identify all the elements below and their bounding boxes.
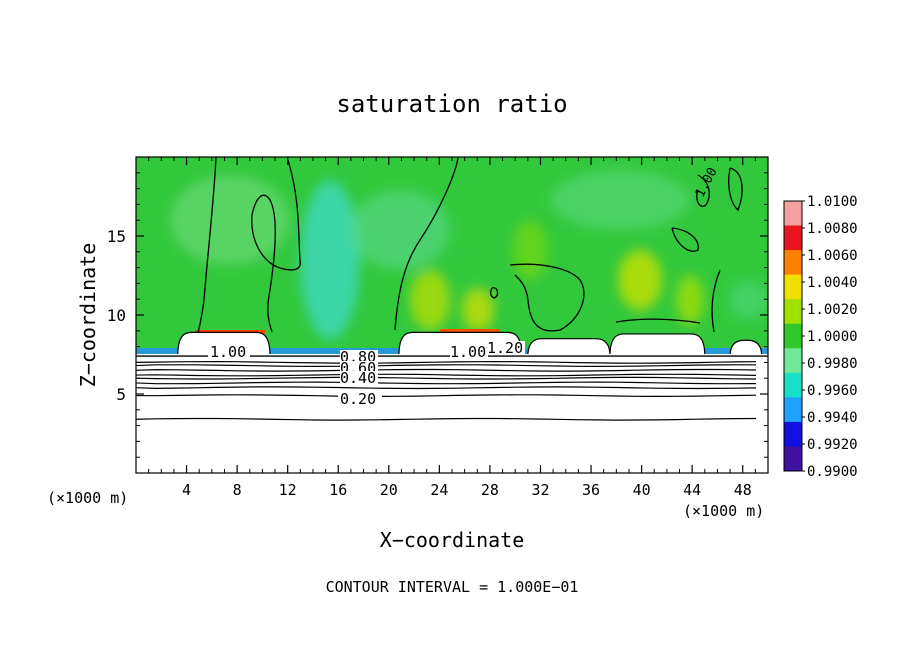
colorbar-swatch [784,348,802,374]
contour-label: 1.20 [487,339,523,357]
x-tick-label: 32 [531,481,549,499]
contour-label: 1.00 [450,343,486,361]
colorbar-label: 0.9920 [807,437,858,453]
contour-label: 1.00 [210,343,246,361]
x-tick-label: 36 [582,481,600,499]
colorbar-label: 1.0020 [807,302,858,318]
contour-line [136,376,757,380]
colorbar-label: 1.0100 [807,194,858,210]
contour-line [136,394,757,398]
contour-line [136,360,757,364]
x-tick-label: 24 [430,481,448,499]
y-tick-label: 10 [107,306,126,325]
colorbar-swatch [784,250,802,276]
x-tick-label: 4 [182,481,191,499]
plot-area [136,157,768,473]
y-tick-label: 15 [107,227,126,246]
colorbar-swatch [784,201,802,227]
contour-line [136,417,757,421]
chart-title: saturation ratio [336,90,567,118]
colorbar-label: 0.9980 [807,356,858,372]
y-axis-unit: (×1000 m) [47,489,128,507]
colorbar-label: 1.0080 [807,221,858,237]
contour-line [136,368,757,372]
contour-line [136,381,757,385]
contour-line [136,386,757,390]
contour-interval-note: CONTOUR INTERVAL = 1.000E−01 [326,578,579,596]
y-axis: 5 10 15 [107,172,768,458]
colorbar-swatch [784,299,802,325]
cloud-top [729,339,763,357]
colorbar-swatch [784,372,802,398]
x-tick-label: 44 [683,481,701,499]
colorbar-swatch [784,323,802,349]
x-axis-label: X−coordinate [380,528,525,552]
colorbar-swatch [784,421,802,447]
cloud-layer [177,331,763,357]
colorbar-label: 0.9900 [807,464,858,480]
x-tick-label: 48 [734,481,752,499]
y-tick-label: 5 [116,385,126,404]
x-axis: 4 8 12 16 20 24 28 32 36 40 44 48 [148,157,756,499]
x-tick-label: 8 [233,481,242,499]
upper-contours [197,157,743,334]
cloud-top [609,333,706,357]
colorbar-label: 1.0040 [807,275,858,291]
field-texture [170,170,768,340]
contour-label: 0.20 [340,390,376,408]
y-axis-label: Z−coordinate [76,243,100,388]
colorbar-label: 0.9940 [807,410,858,426]
colorbar-swatch [784,274,802,300]
cloud-top [527,338,611,357]
contour-line [136,364,756,368]
contour-line [136,373,757,377]
dry-layer [136,354,768,473]
colorbar-swatch [784,397,802,423]
x-tick-label: 16 [329,481,347,499]
colorbar-label: 0.9960 [807,383,858,399]
x-axis-unit: (×1000 m) [683,502,764,520]
contour-labels: 1.00 0.80 0.60 0.40 0.20 1.00 1.20 1.00 [208,165,721,408]
colorbar-label: 1.0060 [807,248,858,264]
x-tick-label: 12 [279,481,297,499]
colorbar-swatch [784,446,802,472]
x-tick-label: 28 [481,481,499,499]
colorbar-swatch [784,225,802,251]
colorbar: 1.0100 1.0080 1.0060 1.0040 1.0020 1.0000 0.99… [783,194,858,480]
x-tick-label: 40 [633,481,651,499]
contour-label: 0.40 [340,369,376,387]
x-tick-label: 20 [380,481,398,499]
colorbar-label: 1.0000 [807,329,858,345]
